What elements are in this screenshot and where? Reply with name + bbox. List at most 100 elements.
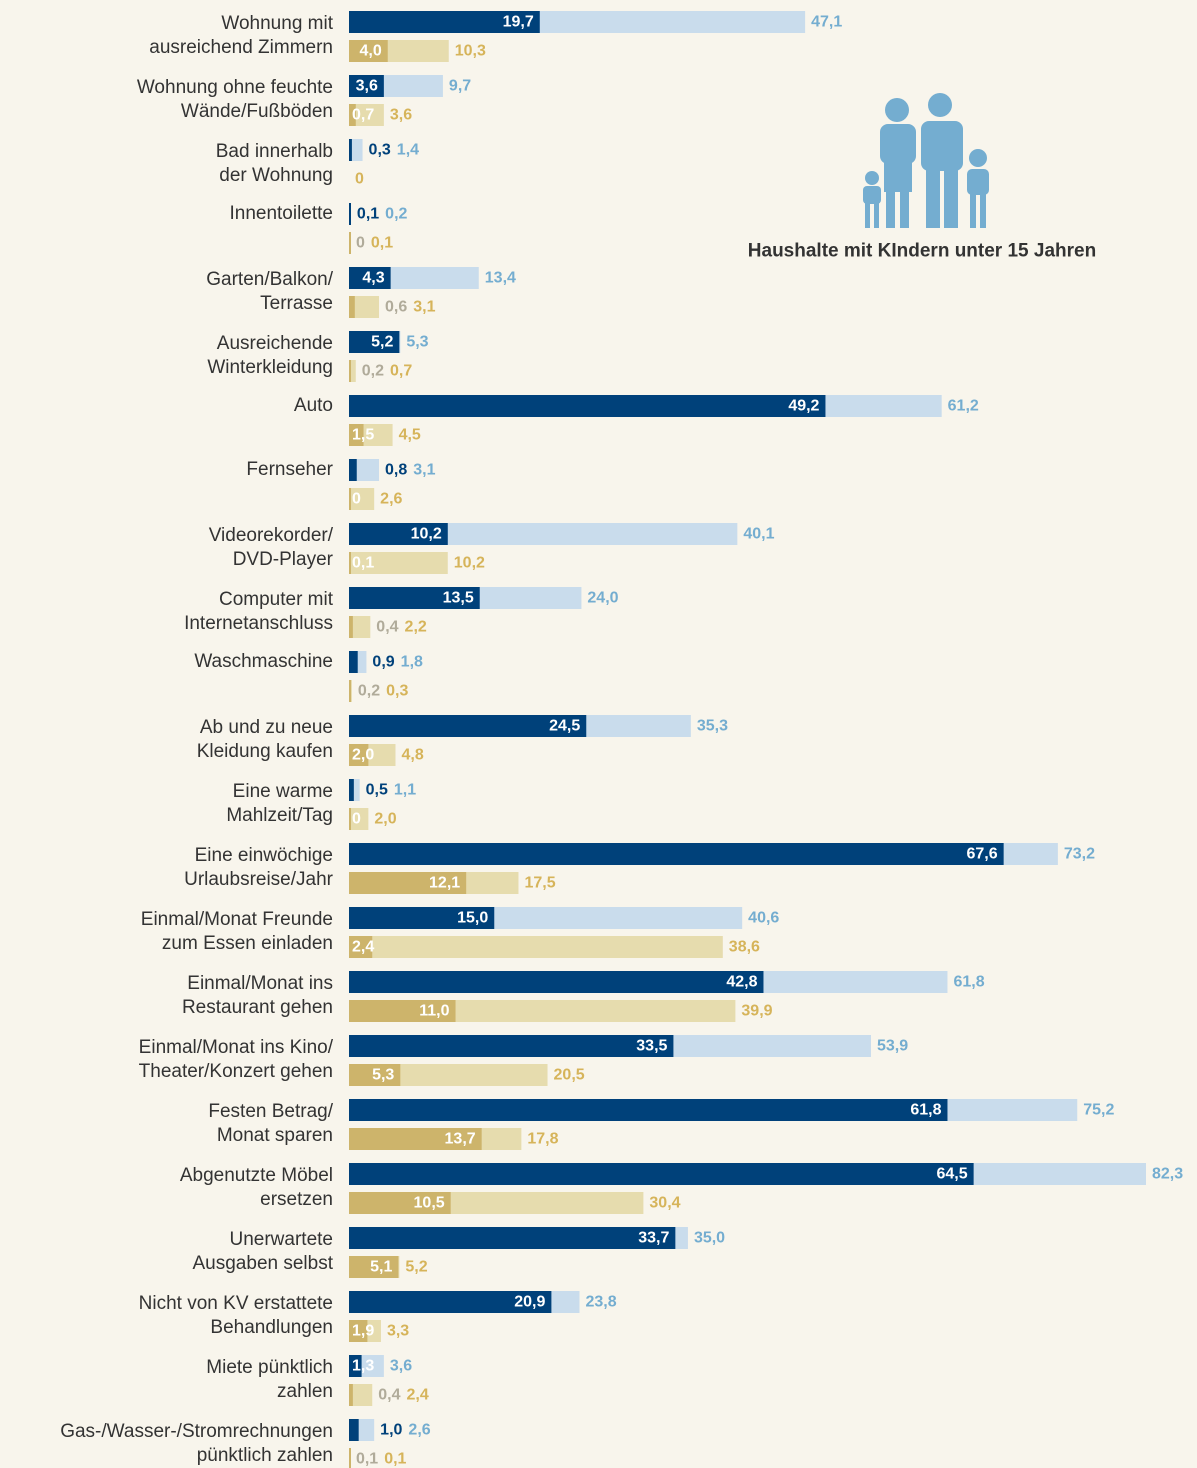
family-icon (863, 93, 989, 228)
bar-value (349, 651, 358, 673)
value-label: 2,4 (406, 1387, 428, 1404)
value-label: 0 (352, 811, 361, 828)
value-label: 0,1 (352, 555, 374, 572)
value-label: 13,4 (485, 270, 516, 287)
value-label: 17,5 (524, 875, 555, 892)
bar-value (349, 680, 351, 702)
category-label: Einmal/Monat ins Kino/ Theater/Konzert g… (0, 1036, 333, 1084)
value-label: 5,1 (370, 1259, 392, 1276)
value-label: 49,2 (788, 398, 819, 415)
value-label: 47,1 (811, 14, 842, 31)
bar-value (349, 1227, 675, 1249)
value-label: 0,2 (358, 683, 380, 700)
value-label: 24,0 (587, 590, 618, 607)
value-label: 61,2 (948, 398, 979, 415)
bar-value (349, 360, 351, 382)
value-label: 2,0 (374, 811, 396, 828)
value-label: 4,8 (401, 747, 423, 764)
category-label: Bad innerhalb der Wohnung (0, 140, 333, 188)
value-label: 4,5 (399, 427, 421, 444)
value-label: 3,6 (390, 1358, 412, 1375)
value-label: 1,9 (352, 1323, 374, 1340)
category-label: Unerwartete Ausgaben selbst (0, 1228, 333, 1276)
value-label: 5,2 (371, 334, 393, 351)
value-label: 0,9 (372, 654, 394, 671)
category-label: Auto (0, 394, 333, 418)
value-label: 0,1 (371, 235, 393, 252)
category-label: Wohnung mit ausreichend Zimmern (0, 12, 333, 60)
category-label: Videorekorder/ DVD-Player (0, 524, 333, 572)
bar-value (349, 296, 355, 318)
value-label: 10,3 (455, 43, 486, 60)
category-label: Computer mit Internetanschluss (0, 588, 333, 636)
category-label: Fernseher (0, 458, 333, 482)
value-label: 1,4 (397, 142, 419, 159)
category-label: Eine warme Mahlzeit/Tag (0, 780, 333, 828)
value-label: 0,3 (369, 142, 391, 159)
value-label: 12,1 (429, 875, 460, 892)
value-label: 33,7 (638, 1230, 669, 1247)
value-label: 20,9 (514, 1294, 545, 1311)
value-label: 5,2 (405, 1259, 427, 1276)
bar-value (349, 1448, 351, 1468)
value-label: 0 (355, 171, 364, 188)
value-label: 0,5 (366, 782, 388, 799)
value-label: 42,8 (726, 974, 757, 991)
value-label: 0,7 (390, 363, 412, 380)
value-label: 17,8 (527, 1131, 558, 1148)
value-label: 1,1 (394, 782, 416, 799)
bar-value (349, 139, 352, 161)
value-label: 73,2 (1064, 846, 1095, 863)
value-label: 33,5 (636, 1038, 667, 1055)
value-label: 3,6 (390, 107, 412, 124)
value-label: 10,2 (411, 526, 442, 543)
value-label: 5,3 (406, 334, 428, 351)
value-label: 0 (352, 491, 361, 508)
category-label: Garten/Balkon/ Terrasse (0, 268, 333, 316)
category-label: Festen Betrag/ Monat sparen (0, 1100, 333, 1148)
value-label: 82,3 (1152, 1166, 1183, 1183)
bar-value (349, 1384, 353, 1406)
value-label: 0,2 (362, 363, 384, 380)
value-label: 38,6 (729, 939, 760, 956)
value-label: 40,6 (748, 910, 779, 927)
category-label: Gas-/Wasser-/Stromrechnungen pünktlich z… (0, 1420, 333, 1468)
category-label: Innentoilette (0, 202, 333, 226)
value-label: 0,7 (352, 107, 374, 124)
value-label: 30,4 (649, 1195, 680, 1212)
category-label: Wohnung ohne feuchte Wände/Fußböden (0, 76, 333, 124)
bar-value (349, 395, 825, 417)
value-label: 0 (356, 235, 365, 252)
bar-value (349, 488, 351, 510)
value-label: 24,5 (549, 718, 580, 735)
bar-value (349, 232, 351, 254)
value-label: 0,1 (356, 1451, 378, 1468)
value-label: 64,5 (936, 1166, 967, 1183)
bar-value (349, 1163, 974, 1185)
value-label: 10,5 (414, 1195, 445, 1212)
value-label: 61,8 (953, 974, 984, 991)
value-label: 2,4 (352, 939, 374, 956)
bar-value (349, 843, 1004, 865)
bar-value (349, 971, 763, 993)
value-label: 1,8 (401, 654, 423, 671)
value-label: 2,6 (408, 1422, 430, 1439)
value-label: 35,0 (694, 1230, 725, 1247)
value-label: 13,7 (445, 1131, 476, 1148)
value-label: 13,5 (443, 590, 474, 607)
value-label: 19,7 (503, 14, 534, 31)
value-label: 3,6 (356, 78, 378, 95)
bar-value (349, 203, 351, 225)
category-label: Nicht von KV erstattete Behandlungen (0, 1292, 333, 1340)
value-label: 4,0 (359, 43, 381, 60)
value-label: 0,4 (376, 619, 398, 636)
category-label: Eine einwöchige Urlaubsreise/Jahr (0, 844, 333, 892)
value-label: 35,3 (697, 718, 728, 735)
value-label: 1,3 (352, 1358, 374, 1375)
category-label: Einmal/Monat Freunde zum Essen einladen (0, 908, 333, 956)
value-label: 1,0 (380, 1422, 402, 1439)
value-label: 0,4 (378, 1387, 400, 1404)
bar-value (349, 616, 353, 638)
value-label: 39,9 (741, 1003, 772, 1020)
bar-total (349, 936, 723, 958)
